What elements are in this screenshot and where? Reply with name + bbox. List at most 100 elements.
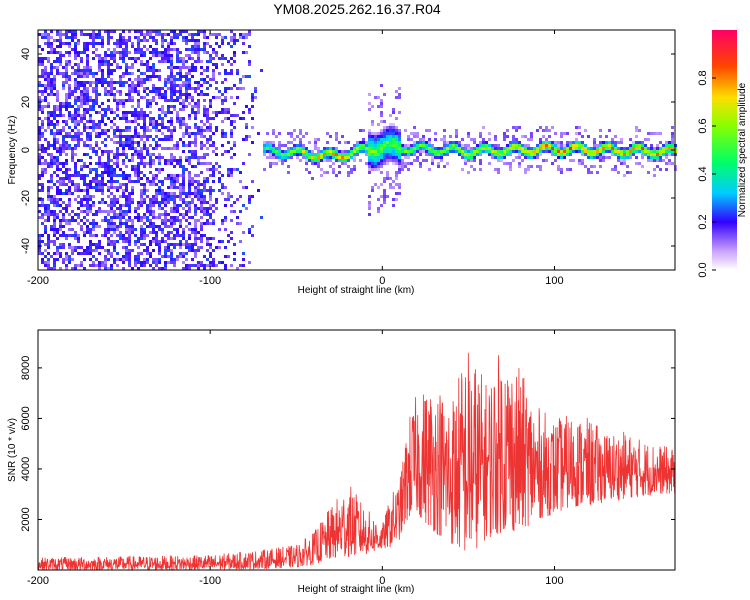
spectrogram-cell <box>74 87 77 90</box>
spectrogram-cell <box>467 147 470 150</box>
spectrogram-cell <box>119 195 122 198</box>
spectrogram-cell <box>203 78 206 81</box>
spectrogram-cell <box>89 258 92 261</box>
spectrogram-cell <box>479 144 482 147</box>
spectrogram-cell <box>620 141 623 144</box>
spectrogram-cell <box>164 93 167 96</box>
spectrogram-cell <box>374 141 377 144</box>
spectrogram-cell <box>143 162 146 165</box>
spectrogram-cell <box>503 156 506 159</box>
spectrogram-cell <box>338 156 341 159</box>
spectrogram-cell <box>344 153 347 156</box>
spectrogram-cell <box>599 129 602 132</box>
spectrogram-cell <box>173 105 176 108</box>
spectrogram-cell <box>44 69 47 72</box>
spectrogram-cell <box>47 111 50 114</box>
spectrogram-cell <box>374 159 377 162</box>
spectrogram-cell <box>239 78 242 81</box>
spectrogram-cell <box>470 165 473 168</box>
spectrogram-cell <box>134 234 137 237</box>
spectrogram-cell <box>83 69 86 72</box>
spectrogram-cell <box>176 234 179 237</box>
spectrogram-cell <box>251 195 254 198</box>
spectrogram-cell <box>305 150 308 153</box>
spectrogram-cell <box>251 117 254 120</box>
spectrogram-cell <box>119 225 122 228</box>
spectrogram-cell <box>185 243 188 246</box>
spectrogram-cell <box>377 186 380 189</box>
spectrogram-cell <box>566 132 569 135</box>
spectrogram-cell <box>53 144 56 147</box>
spectrogram-cell <box>371 189 374 192</box>
spectrogram-cell <box>50 72 53 75</box>
spectrogram-cell <box>116 198 119 201</box>
spectrogram-cell <box>512 159 515 162</box>
spectrogram-cell <box>59 36 62 39</box>
spectrogram-cell <box>197 198 200 201</box>
spectrogram-cell <box>395 177 398 180</box>
spectrogram-cell <box>218 177 221 180</box>
spectrogram-cell <box>419 150 422 153</box>
spectrogram-cell <box>65 189 68 192</box>
spectrogram-cell <box>236 267 239 270</box>
spectrogram-cell <box>170 99 173 102</box>
spectrogram-cell <box>488 153 491 156</box>
spectrogram-cell <box>110 126 113 129</box>
spectrogram-cell <box>182 213 185 216</box>
spectrogram-cell <box>98 207 101 210</box>
spectrogram-cell <box>230 57 233 60</box>
spectrogram-cell <box>170 60 173 63</box>
spectrogram-cell <box>119 102 122 105</box>
spectrogram-cell <box>668 162 671 165</box>
spectrogram-cell <box>53 219 56 222</box>
spectrogram-cell <box>371 123 374 126</box>
spectrogram-cell <box>191 45 194 48</box>
spectrogram-cell <box>224 255 227 258</box>
spectrogram-cell <box>155 201 158 204</box>
spectrogram-cell <box>92 264 95 267</box>
spectrogram-cell <box>122 213 125 216</box>
spectrogram-cell <box>215 201 218 204</box>
spectrogram-cell <box>515 126 518 129</box>
spectrogram-cell <box>200 192 203 195</box>
spectrogram-cell <box>560 132 563 135</box>
spectrogram-cell <box>377 141 380 144</box>
spectrogram-cell <box>140 264 143 267</box>
spectrogram-cell <box>155 177 158 180</box>
spectrogram-cell <box>164 201 167 204</box>
spectrogram-cell <box>482 126 485 129</box>
spectrogram-cell <box>287 156 290 159</box>
spectrogram-cell <box>44 255 47 258</box>
spectrogram-cell <box>569 144 572 147</box>
spectrogram-cell <box>101 69 104 72</box>
spectrogram-cell <box>665 162 668 165</box>
spectrogram-cell <box>143 201 146 204</box>
spectrogram-cell <box>188 102 191 105</box>
spectrogram-cell <box>482 147 485 150</box>
spectrogram-cell <box>197 231 200 234</box>
spectrogram-cell <box>365 153 368 156</box>
spectrogram-cell <box>173 36 176 39</box>
spectrogram-cell <box>98 36 101 39</box>
spectrogram-cell <box>173 81 176 84</box>
spectrogram-cell <box>371 144 374 147</box>
spectrogram-cell <box>602 141 605 144</box>
spectrogram-cell <box>125 93 128 96</box>
spectrogram-cell <box>578 141 581 144</box>
spectrogram-cell <box>269 147 272 150</box>
spectrogram-cell <box>128 66 131 69</box>
spectrogram-cell <box>428 129 431 132</box>
spectrogram-cell <box>452 144 455 147</box>
spectrogram-cell <box>230 204 233 207</box>
spectrogram-cell <box>191 264 194 267</box>
spectrogram-cell <box>83 183 86 186</box>
spectrogram-cell <box>572 147 575 150</box>
spectrogram-cell <box>587 153 590 156</box>
spectrogram-cell <box>152 63 155 66</box>
spectrogram-cell <box>44 87 47 90</box>
spectrogram-cell <box>197 195 200 198</box>
spectrogram-cell <box>182 123 185 126</box>
spectrogram-cell <box>203 162 206 165</box>
spectrogram-cell <box>377 96 380 99</box>
spectrogram-cell <box>248 45 251 48</box>
